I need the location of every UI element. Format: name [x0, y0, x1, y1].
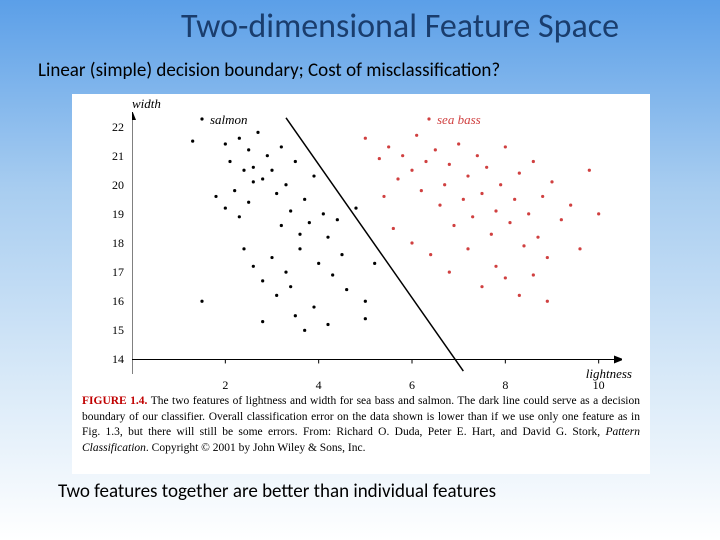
scatter-chart	[132, 112, 622, 374]
slide-title: Two-dimensional Feature Space	[0, 0, 720, 51]
y-axis-label: width	[132, 96, 161, 112]
slide-subtitle: Linear (simple) decision boundary; Cost …	[0, 51, 720, 90]
caption-body-2: . Copyright © 2001 by John Wiley & Sons,…	[146, 442, 366, 454]
figure-panel: width lightness salmon sea bass 14151617…	[72, 94, 650, 474]
figure-caption: FIGURE 1.4. The two features of lightnes…	[82, 394, 640, 456]
bottom-text: Two features together are better than in…	[0, 474, 720, 503]
caption-body-1: The two features of lightness and width …	[82, 395, 640, 438]
figure-label: FIGURE 1.4.	[82, 395, 147, 407]
